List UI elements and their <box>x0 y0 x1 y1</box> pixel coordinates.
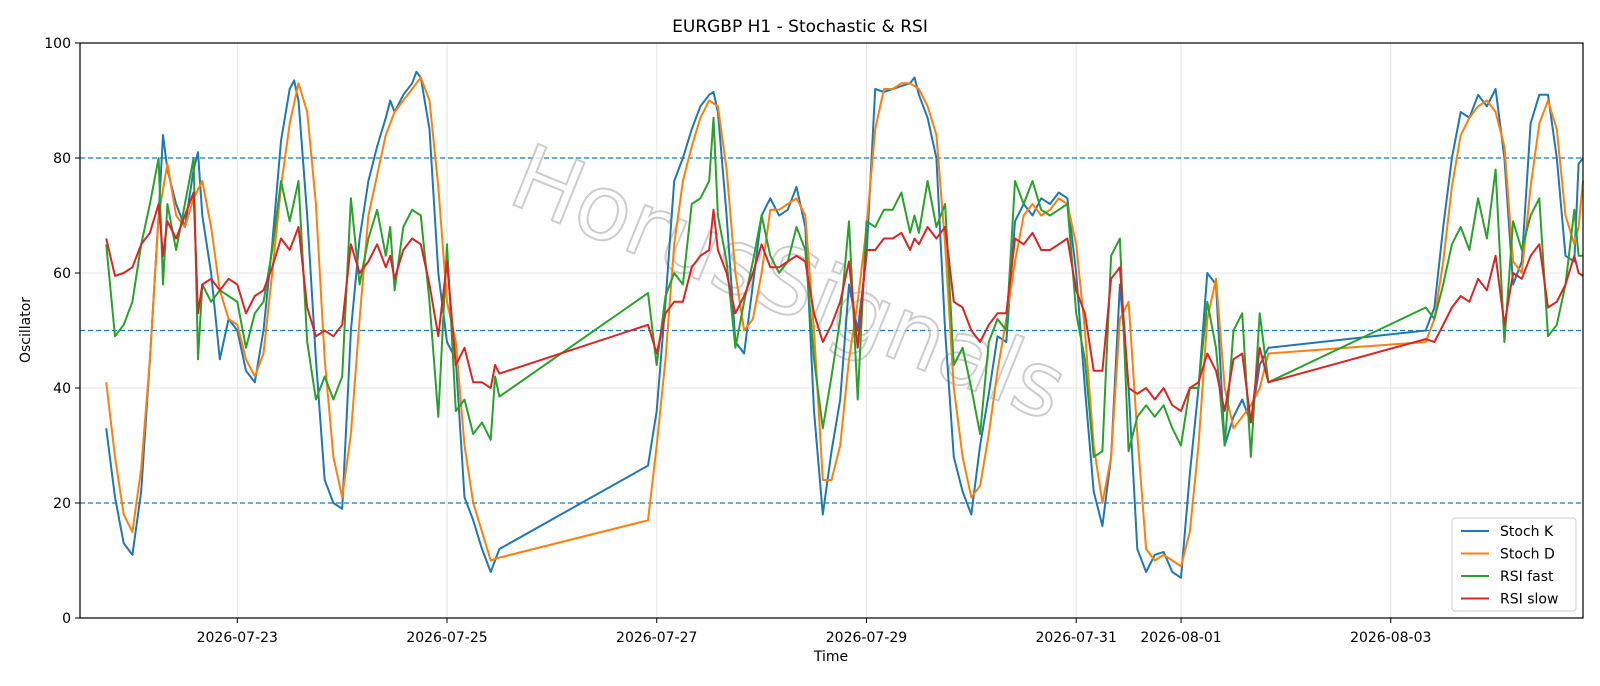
x-tick-label: 2026-08-01 <box>1140 630 1221 646</box>
stoch-k-line <box>105 70 1584 579</box>
y-axis-label: Oscillator <box>18 297 34 363</box>
y-tick-label: 40 <box>53 381 71 397</box>
rsi-fast-line <box>105 116 1583 458</box>
stoch-d-line <box>105 76 1584 568</box>
legend-label-stoch-d: Stoch D <box>1500 547 1555 563</box>
x-tick-label: 2026-07-23 <box>197 630 278 646</box>
x-tick-label: 2026-07-25 <box>406 630 487 646</box>
y-tick-label: 100 <box>44 36 71 52</box>
y-tick-label: 60 <box>53 266 71 282</box>
legend-label-stoch-k: Stoch K <box>1500 524 1554 540</box>
y-tick-label: 0 <box>62 611 71 627</box>
y-axis-ticks: 0 20 40 60 80 100 <box>44 36 80 627</box>
legend-box <box>1451 517 1577 612</box>
series-lines <box>105 70 1584 579</box>
y-tick-label: 20 <box>53 496 71 512</box>
rsi-slow-line <box>105 191 1584 424</box>
legend-label-rsi-fast: RSI fast <box>1500 569 1554 585</box>
x-tick-label: 2026-07-31 <box>1035 630 1116 646</box>
x-axis-label: Time <box>813 649 848 665</box>
x-axis-ticks: 2026-07-23 2026-07-25 2026-07-27 2026-07-29… <box>197 618 1431 646</box>
chart-title: EURGBP H1 - Stochastic & RSI <box>672 17 928 37</box>
reference-lines <box>80 157 1583 504</box>
plot-frame <box>79 42 1584 619</box>
legend-label-rsi-slow: RSI slow <box>1500 592 1558 608</box>
x-tick-label: 2026-07-27 <box>616 630 697 646</box>
y-tick-label: 80 <box>53 151 71 167</box>
x-tick-label: 2026-07-29 <box>826 630 907 646</box>
x-tick-label: 2026-08-03 <box>1350 630 1431 646</box>
legend: Stoch K Stoch D RSI fast RSI slow <box>1451 517 1577 612</box>
